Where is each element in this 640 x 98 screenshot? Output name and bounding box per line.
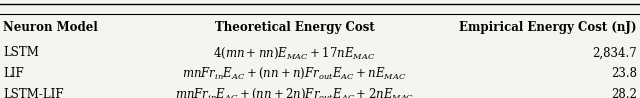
Text: LIF: LIF bbox=[3, 67, 24, 80]
Text: 23.8: 23.8 bbox=[611, 67, 637, 80]
Text: $mnFr_{in}E_{AC}+(nn+2n)Fr_{out}E_{AC}+2nE_{MAC}$: $mnFr_{in}E_{AC}+(nn+2n)Fr_{out}E_{AC}+2… bbox=[175, 86, 414, 98]
Text: Neuron Model: Neuron Model bbox=[3, 21, 98, 34]
Text: 2,834.7: 2,834.7 bbox=[592, 46, 637, 59]
Text: LSTM-LIF: LSTM-LIF bbox=[3, 88, 64, 98]
Text: $mnFr_{in}E_{AC}+(nn+n)Fr_{out}E_{AC}+nE_{MAC}$: $mnFr_{in}E_{AC}+(nn+n)Fr_{out}E_{AC}+nE… bbox=[182, 66, 406, 81]
Text: Theoretical Energy Cost: Theoretical Energy Cost bbox=[214, 21, 374, 34]
Text: LSTM: LSTM bbox=[3, 46, 39, 59]
Text: $4(mn+nn)E_{MAC}+17nE_{MAC}$: $4(mn+nn)E_{MAC}+17nE_{MAC}$ bbox=[213, 45, 376, 61]
Text: 28.2: 28.2 bbox=[611, 88, 637, 98]
Text: Empirical Energy Cost (nJ): Empirical Energy Cost (nJ) bbox=[460, 21, 637, 34]
